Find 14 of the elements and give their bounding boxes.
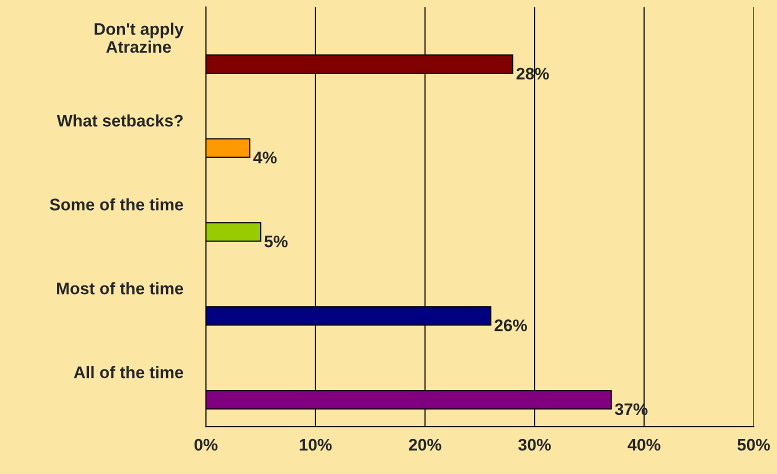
y-tick-label: Most of the time <box>57 282 184 294</box>
y-tick-label: What setbacks? <box>56 114 183 127</box>
x-tick-label: 30% <box>518 438 551 451</box>
x-tick-label: 20% <box>408 438 442 451</box>
data-label: 5% <box>264 236 288 248</box>
x-tick-label: 40% <box>628 438 660 451</box>
x-tick-label: 0% <box>194 438 218 451</box>
data-label: 4% <box>253 152 277 164</box>
data-label: 26% <box>494 319 527 332</box>
y-tick-label: Some of the time <box>50 198 184 210</box>
x-tick-label: 10% <box>300 438 332 451</box>
x-tick-label: 50% <box>738 438 770 451</box>
y-tick-label: All of the time <box>74 366 184 378</box>
y-tick-label: Don't apply Atrazine <box>94 22 184 53</box>
